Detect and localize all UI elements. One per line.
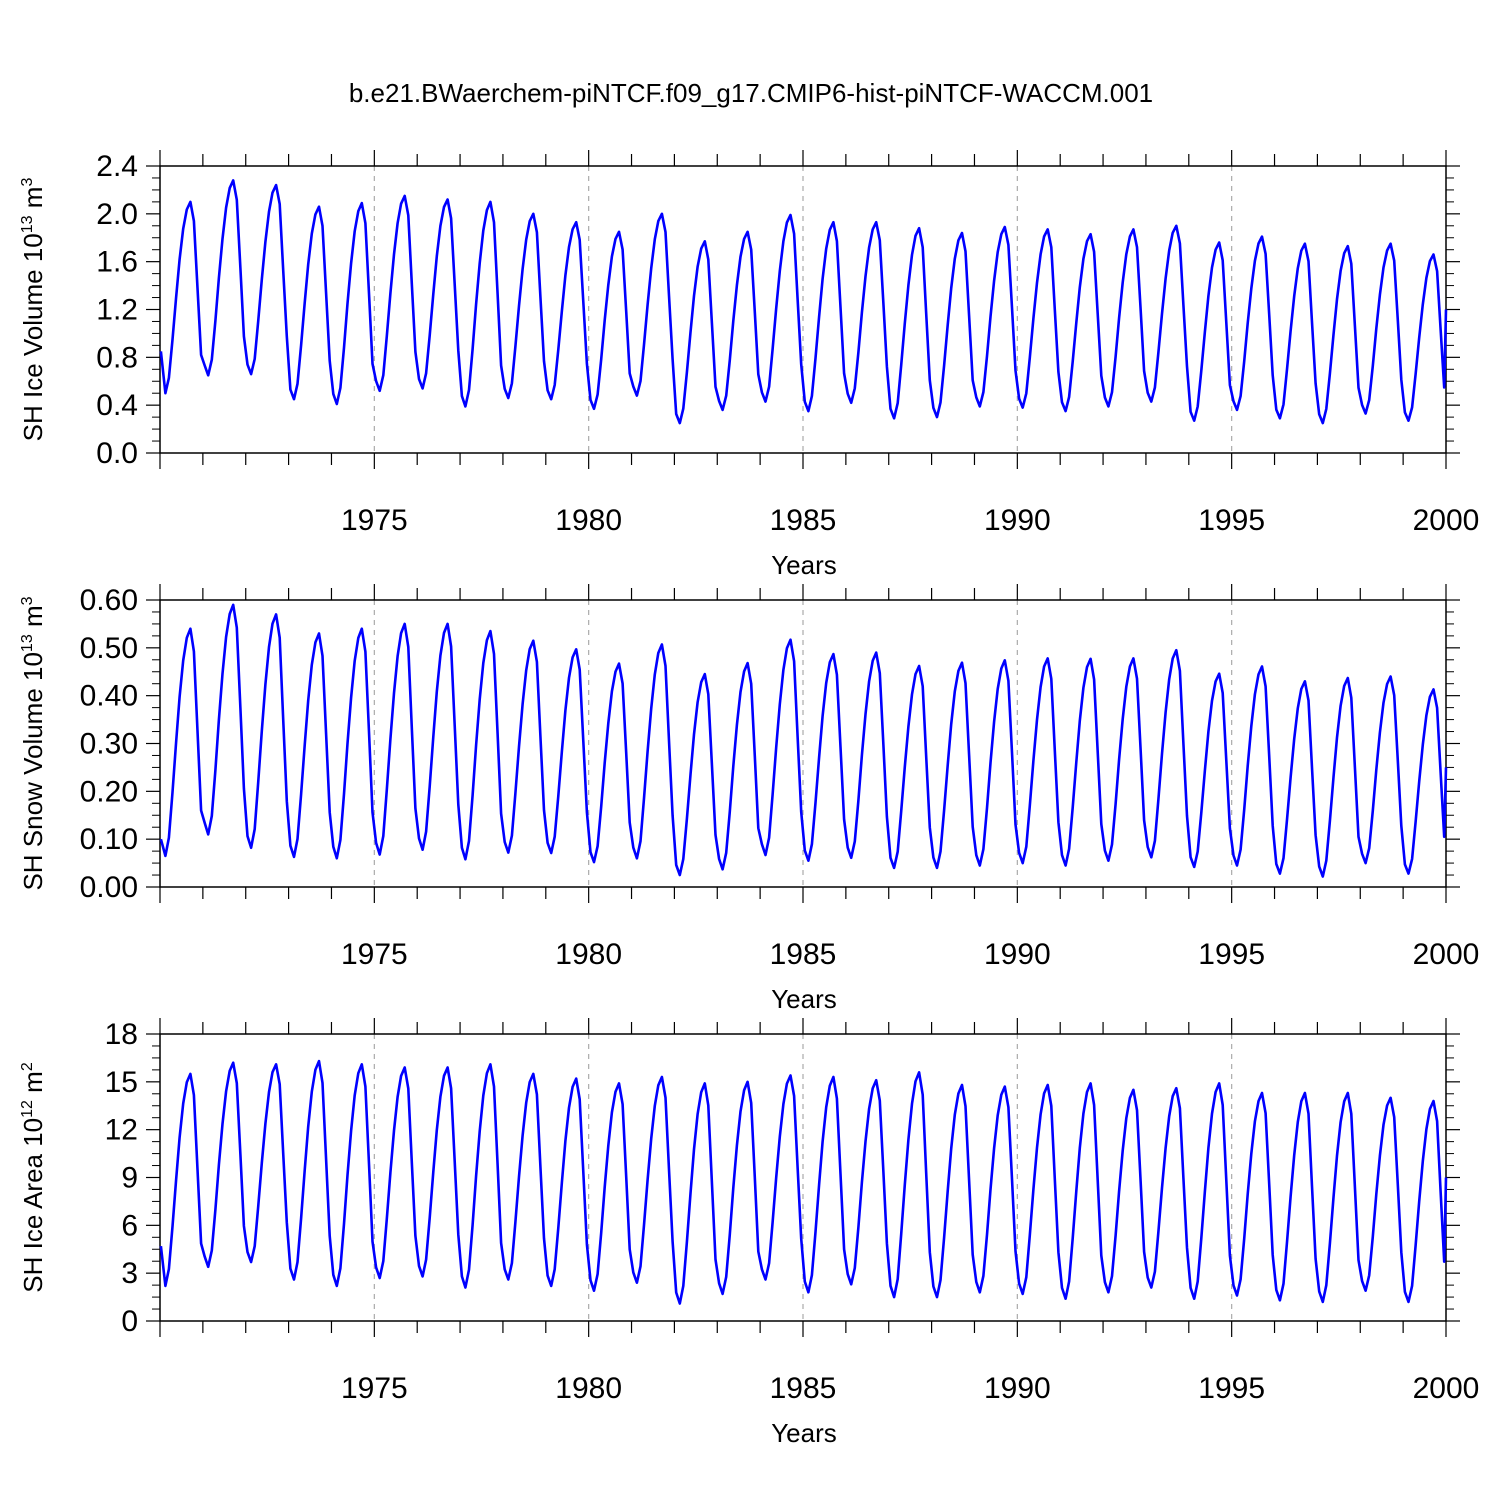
- ice-area-ytick-label: 3: [121, 1257, 138, 1290]
- snow-volume-ytick-label: 0.50: [80, 632, 138, 665]
- ice-volume-ytick-label: 0.8: [96, 341, 138, 374]
- ice-volume-xtick-label-1995: 1995: [1198, 504, 1265, 537]
- ice-area-xtick-label-1985: 1985: [770, 1372, 837, 1405]
- ice-area-xaxis-title: Years: [771, 1418, 837, 1448]
- snow-volume-panel: 0.00 0.10 0.20 0.30 0.40 0.50 0.60 1975 1980 1985…: [18, 584, 1479, 1014]
- ice-area-yaxis-title: SH Ice Area 1012 m2: [18, 1062, 48, 1293]
- ice-volume-ytick-label: 1.2: [96, 294, 138, 327]
- ice-area-ytick-label: 6: [121, 1209, 138, 1242]
- snow-volume-ytick-label: 0.10: [80, 823, 138, 856]
- ice-volume-ytick-label: 0.4: [96, 389, 138, 422]
- ice-volume-xtick-label-1980: 1980: [555, 504, 622, 537]
- ice-area-xtick-label-1975: 1975: [341, 1372, 408, 1405]
- snow-volume-series-line: [159, 603, 1448, 878]
- ice-area-xtick-label-1980: 1980: [555, 1372, 622, 1405]
- ice-area-ytick-label: 15: [105, 1066, 138, 1099]
- ice-volume-xtick-label-1985: 1985: [770, 504, 837, 537]
- ice-volume-xtick-label-1975: 1975: [341, 504, 408, 537]
- figure-title: b.e21.BWaerchem-piNTCF.f09_g17.CMIP6-his…: [349, 78, 1153, 108]
- ice-volume-panel: 0.0 0.4 0.8 1.2 1.6 2.0 2.4 1975 1980 1985 1990 199…: [18, 150, 1479, 580]
- snow-volume-xtick-label-1990: 1990: [984, 938, 1051, 971]
- ice-volume-xtick-label-2000: 2000: [1413, 504, 1480, 537]
- ice-volume-series-line: [159, 179, 1448, 425]
- snow-volume-ytick-label: 0.40: [80, 680, 138, 713]
- snow-volume-xaxis-title: Years: [771, 984, 837, 1014]
- snow-volume-ytick-label: 0.30: [80, 728, 138, 761]
- ice-area-series-line: [159, 1059, 1448, 1305]
- ice-area-xtick-label-1995: 1995: [1198, 1372, 1265, 1405]
- snow-volume-ytick-label: 0.00: [80, 871, 138, 904]
- ice-volume-ytick-label: 0.0: [96, 437, 138, 470]
- ice-area-xtick-label-1990: 1990: [984, 1372, 1051, 1405]
- snow-volume-xtick-label-1975: 1975: [341, 938, 408, 971]
- ice-area-ytick-label: 12: [105, 1114, 138, 1147]
- ice-area-panel: 0 3 6 9 12 15 18 1975 1980 1985 1990 1995 2000 Years S…: [18, 1018, 1479, 1448]
- ice-area-ytick-label: 18: [105, 1018, 138, 1051]
- snow-volume-yaxis-title: SH Snow Volume 1013 m3: [18, 596, 48, 890]
- snow-volume-ytick-label: 0.60: [80, 584, 138, 617]
- ice-volume-yaxis-title: SH Ice Volume 1013 m3: [18, 178, 48, 442]
- ice-volume-ytick-label: 1.6: [96, 246, 138, 279]
- snow-volume-xtick-label-2000: 2000: [1413, 938, 1480, 971]
- ice-volume-ytick-label: 2.0: [96, 198, 138, 231]
- snow-volume-xtick-label-1995: 1995: [1198, 938, 1265, 971]
- snow-volume-xtick-label-1985: 1985: [770, 938, 837, 971]
- snow-volume-ytick-label: 0.20: [80, 775, 138, 808]
- ice-volume-xaxis-title: Years: [771, 550, 837, 580]
- ice-area-ytick-label: 9: [121, 1162, 138, 1195]
- ice-volume-xtick-label-1990: 1990: [984, 504, 1051, 537]
- ice-volume-ytick-label: 2.4: [96, 150, 138, 183]
- snow-volume-xtick-label-1980: 1980: [555, 938, 622, 971]
- ice-area-ytick-label: 0: [121, 1305, 138, 1338]
- ice-area-xtick-label-2000: 2000: [1413, 1372, 1480, 1405]
